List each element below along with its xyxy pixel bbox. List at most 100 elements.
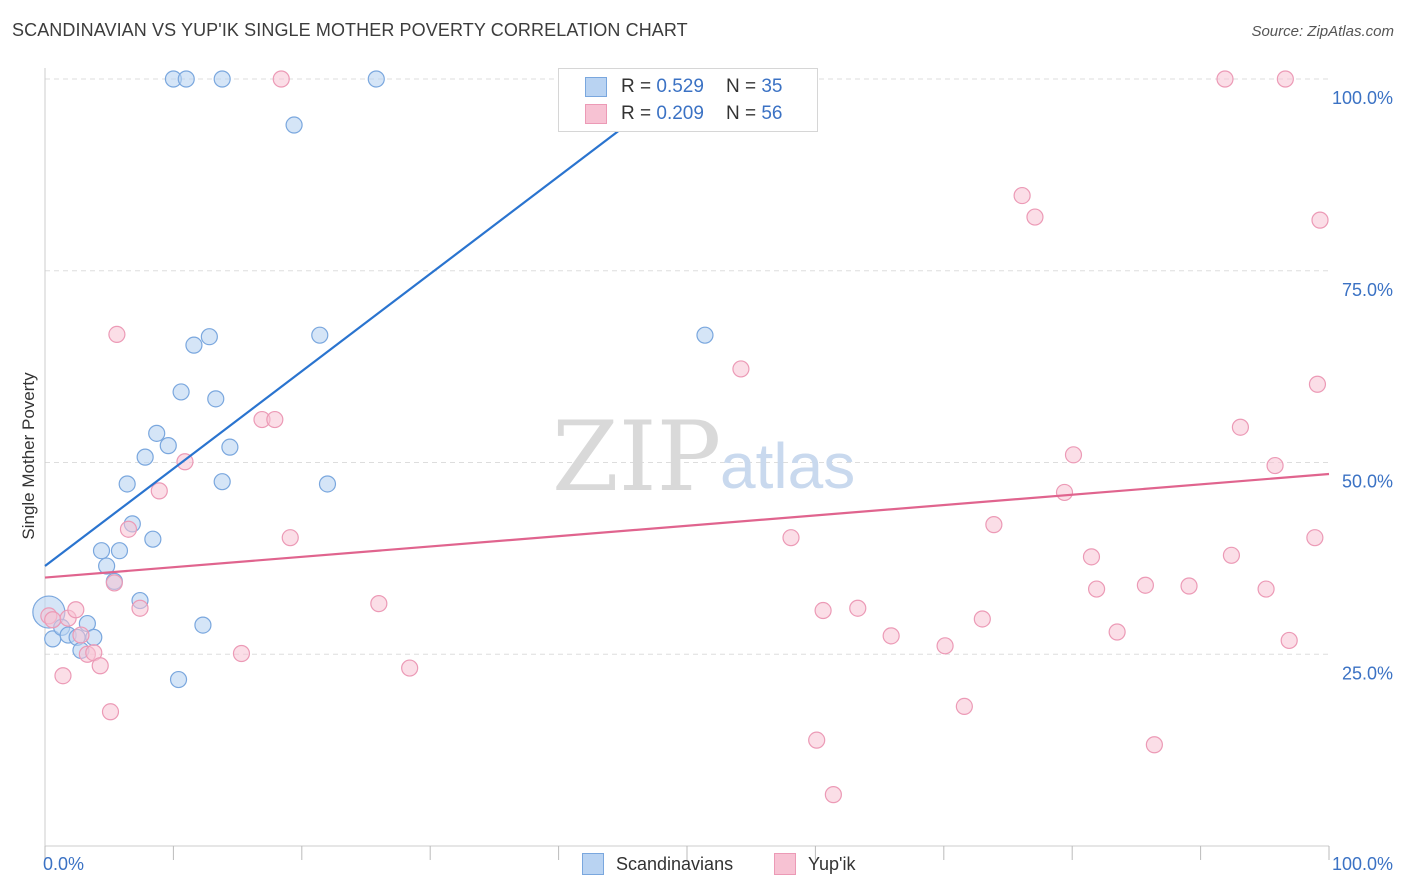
data-point-scandinavians [318,475,337,493]
y-tick-label: 50.0% [1342,472,1393,492]
data-point-yupik [1064,446,1083,464]
data-point-yupik [272,70,290,88]
legend-swatch-blue [585,77,607,97]
legend-n-value: 56 [761,103,783,124]
data-point-scandinavians [367,70,385,88]
data-point-yupik [150,482,168,500]
data-point-yupik [882,627,900,645]
data-point-scandinavians [148,424,166,442]
data-point-scandinavians [185,336,203,354]
data-point-scandinavians [311,326,329,344]
data-point-yupik [1180,577,1198,595]
data-point-scandinavians [144,530,162,548]
correlation-legend: R = 0.529 N = 35 R = 0.209 N = 56 [558,68,818,132]
legend-r-value: 0.209 [656,103,704,124]
legend-row-scandinavians: R = 0.529 N = 35 [585,75,782,99]
legend-r-label: R = [621,103,652,124]
data-point-scandinavians [136,448,154,466]
data-point-yupik [814,601,832,620]
data-point-yupik [824,786,842,804]
x-tick-label: 100.0% [1332,854,1393,874]
y-tick-label: 75.0% [1342,280,1393,300]
data-point-yupik [1026,208,1044,226]
data-point-yupik [1266,456,1284,475]
trend-line-yupik [44,472,1330,579]
bottom-legend-swatch-blue [582,853,604,875]
data-point-yupik [67,601,85,619]
bottom-legend-scandinavians: Scandinavians [582,852,733,876]
series-scandinavians [32,70,714,689]
data-point-scandinavians [285,116,303,134]
chart-title: SCANDINAVIAN VS YUP'IK SINGLE MOTHER POV… [12,20,688,40]
data-point-yupik [1280,631,1298,650]
data-point-yupik [1308,375,1327,393]
legend-row-yupik: R = 0.209 N = 56 [585,102,782,126]
data-point-yupik [808,731,826,749]
data-point-scandinavians [221,438,239,456]
grid-lines [45,78,1329,655]
data-point-scandinavians [118,475,136,493]
data-point-scandinavians [110,542,129,560]
data-point-yupik [1306,529,1324,547]
data-point-yupik [72,626,90,644]
data-point-scandinavians [169,670,188,689]
data-point-scandinavians [98,557,116,575]
data-point-scandinavians [200,328,218,346]
data-point-yupik [1082,548,1101,566]
data-point-yupik [232,644,251,663]
data-point-yupik [119,520,138,538]
bottom-legend-swatch-pink [774,853,796,875]
data-point-scandinavians [177,70,195,88]
tick-labels: 25.0% 50.0% 75.0% 100.0% 0.0% 100.0% [43,88,1393,874]
data-point-yupik [91,657,109,675]
y-tick-label: 100.0% [1332,88,1393,108]
data-point-scandinavians [92,542,111,560]
legend-r-value: 0.529 [656,76,704,97]
data-point-yupik [1108,623,1126,641]
trend-line-scandinavians [44,78,688,567]
series-yupik [40,70,1329,804]
data-point-yupik [44,611,62,629]
data-point-yupik [281,529,299,547]
data-point-yupik [1087,580,1106,598]
data-point-yupik [1257,580,1275,598]
legend-swatch-pink [585,104,607,124]
data-point-yupik [1145,736,1163,754]
data-point-yupik [1136,576,1154,594]
data-point-scandinavians [207,390,225,408]
data-point-yupik [401,659,419,677]
data-point-yupik [1222,546,1241,564]
legend-n-label: N = [725,76,757,97]
bottom-legend-label: Yup'ik [808,853,856,874]
data-point-scandinavians [696,326,714,344]
data-point-yupik [101,703,120,721]
data-point-yupik [955,697,973,716]
bottom-legend-label: Scandinavians [616,853,734,874]
data-point-yupik [1055,483,1074,502]
trend-lines [44,78,1330,579]
watermark: ZIP atlas [552,401,855,513]
legend-r-label: R = [621,76,652,97]
data-point-yupik [131,599,149,617]
data-point-scandinavians [159,437,177,455]
data-point-yupik [732,360,750,378]
legend-n-label: N = [725,103,757,124]
data-point-yupik [1311,211,1329,229]
data-point-scandinavians [213,70,231,88]
data-point-yupik [1231,418,1250,436]
data-point-yupik [105,574,123,592]
data-point-scandinavians [172,383,190,401]
legend-n-value: 35 [761,76,783,97]
data-point-yupik [370,595,388,613]
axes [44,68,1330,860]
data-point-yupik [266,410,284,429]
data-point-yupik [108,325,126,344]
watermark-zip: ZIP [552,401,721,513]
data-point-yupik [1013,186,1031,205]
data-point-yupik [849,599,867,617]
data-point-yupik [1216,70,1234,88]
data-point-yupik [1276,70,1294,88]
source-label: Source: ZipAtlas.com [1251,23,1394,40]
x-tick-label: 0.0% [43,854,84,874]
